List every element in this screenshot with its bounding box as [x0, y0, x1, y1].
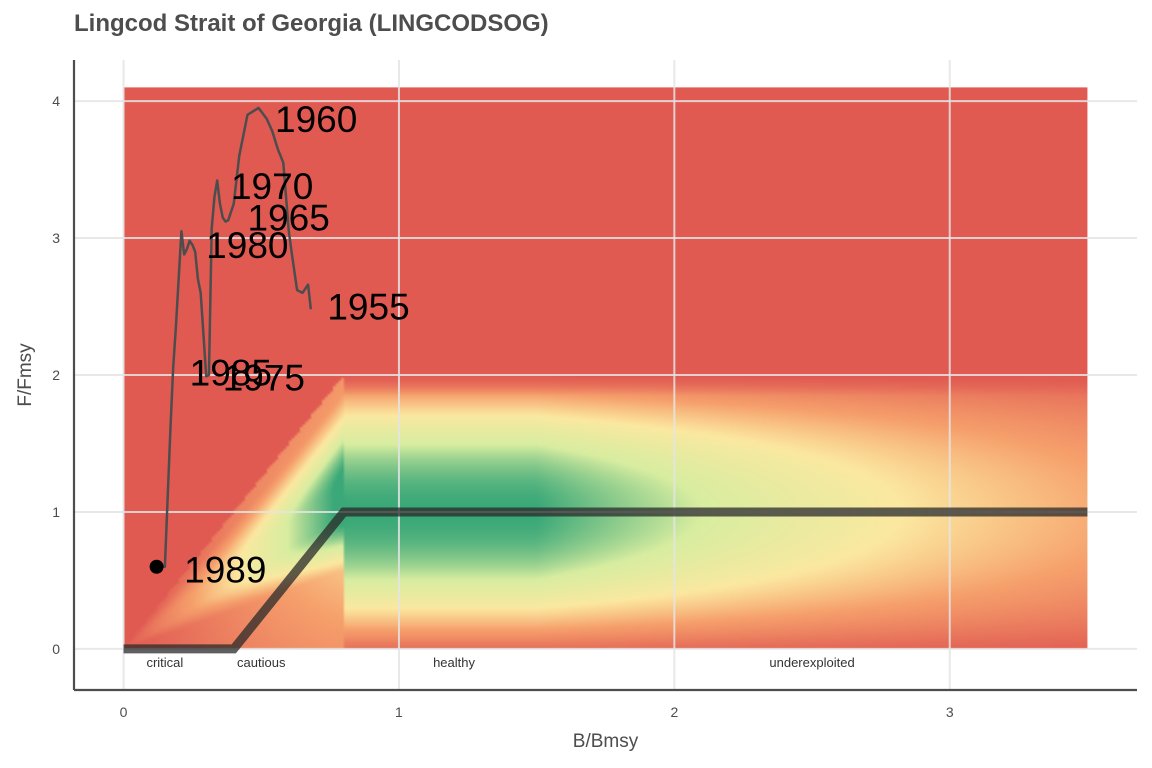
endpoint-marker	[149, 559, 164, 574]
year-annotation: 1955	[327, 287, 409, 328]
year-annotation: 1989	[184, 549, 266, 590]
reference-line	[123, 507, 1088, 654]
year-annotation: 1960	[275, 99, 357, 140]
year-annotation: 1980	[206, 225, 288, 266]
x-tick-label: 0	[120, 704, 128, 720]
x-axis-title: B/Bmsy	[573, 731, 639, 752]
x-tick-label: 1	[395, 704, 403, 720]
annotation-layer: critical cautious healthy underexploited 196…	[146, 99, 854, 670]
y-tick-label: 2	[52, 367, 60, 383]
zone-label: healthy	[433, 655, 475, 670]
y-tick-label: 1	[52, 504, 60, 520]
zone-label: critical	[146, 655, 183, 670]
y-tick-label: 0	[52, 641, 60, 657]
year-annotation: 1970	[231, 166, 313, 207]
y-tick-label: 4	[52, 93, 60, 109]
axes: 0 1 2 3 0 1 2 3 4 B/Bmsy F/Fmsy	[15, 60, 1137, 752]
year-annotation: 1985	[190, 352, 272, 393]
year-annotation: 1965	[247, 198, 329, 239]
y-axis-title: F/Fmsy	[15, 343, 36, 407]
chart-title: Lingcod Strait of Georgia (LINGCODSOG)	[74, 10, 549, 37]
reference-line-layer	[123, 507, 1088, 654]
grid-lines	[74, 60, 1137, 690]
x-tick-label: 3	[946, 704, 954, 720]
year-annotation: 1975	[223, 358, 305, 399]
trajectory-line	[155, 106, 313, 568]
series-layer	[149, 106, 313, 574]
x-tick-label: 2	[670, 704, 678, 720]
zone-label: underexploited	[769, 655, 854, 670]
y-tick-label: 3	[52, 230, 60, 246]
zone-label: cautious	[237, 655, 286, 670]
